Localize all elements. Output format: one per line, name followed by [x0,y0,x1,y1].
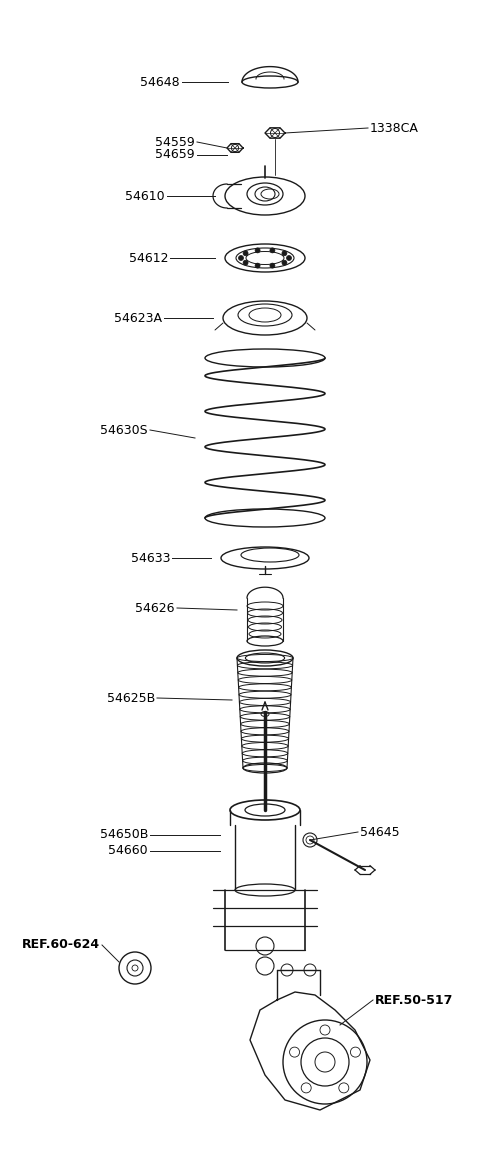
Circle shape [243,261,248,265]
Text: 54660: 54660 [108,844,148,858]
Circle shape [282,251,287,256]
Text: 54659: 54659 [156,149,195,161]
Circle shape [255,248,260,253]
Text: 54623A: 54623A [114,311,162,324]
Text: 54625B: 54625B [107,692,155,704]
Text: 54626: 54626 [135,602,175,615]
Text: 54645: 54645 [360,826,400,838]
Circle shape [282,261,287,265]
Text: REF.50-517: REF.50-517 [375,994,454,1007]
Text: 54630S: 54630S [100,423,148,437]
Text: 54633: 54633 [131,551,170,565]
Text: REF.60-624: REF.60-624 [22,939,100,951]
Text: 54648: 54648 [140,75,180,89]
Circle shape [255,263,260,269]
Text: 54650B: 54650B [100,829,148,842]
Text: 54612: 54612 [129,251,168,264]
Circle shape [270,263,275,269]
Text: 54559: 54559 [155,136,195,149]
Text: 1338CA: 1338CA [370,121,419,135]
Circle shape [287,256,291,261]
Circle shape [243,251,248,256]
Text: 54610: 54610 [125,189,165,203]
Circle shape [239,256,243,261]
Circle shape [270,248,275,253]
